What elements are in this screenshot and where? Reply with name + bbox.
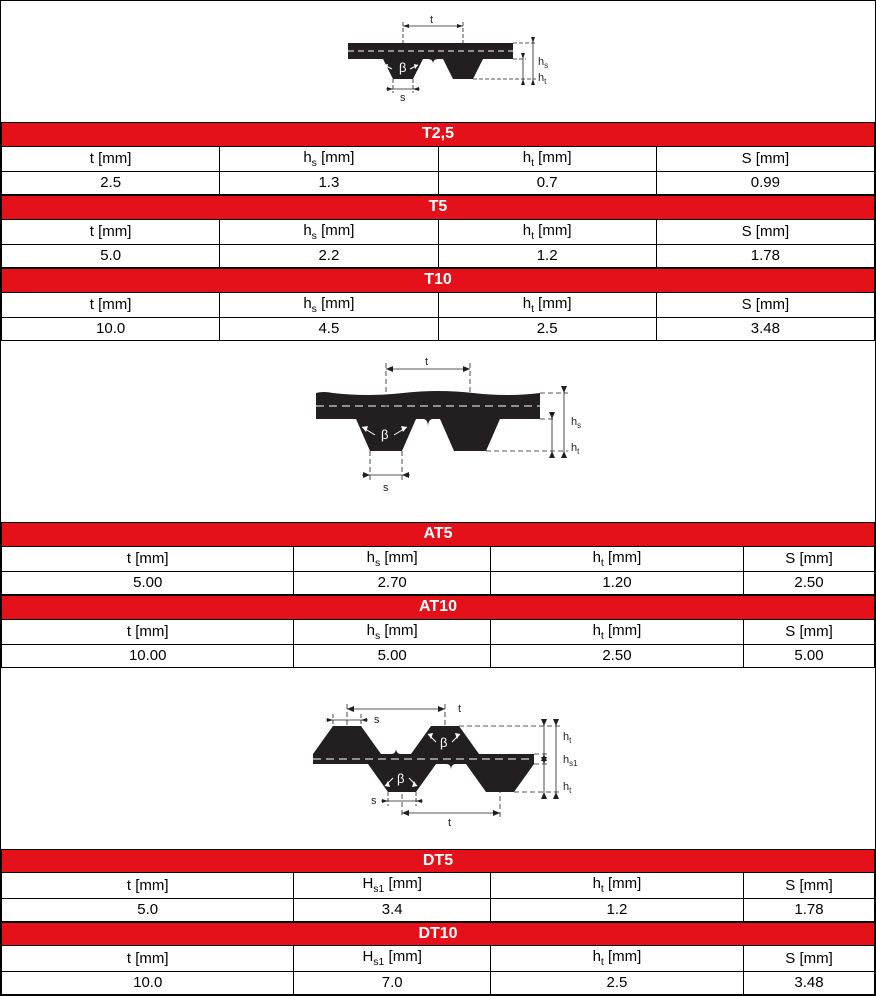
val-t: 2.5 bbox=[2, 172, 220, 195]
table-t10: T10 t [mm] hs [mm] ht [mm] S [mm] 10.04.… bbox=[1, 268, 875, 341]
svg-text:t: t bbox=[448, 817, 451, 829]
col-t: t [mm] bbox=[2, 146, 220, 172]
table-at10: AT10 t [mm] hs [mm] ht [mm] S [mm] 10.00… bbox=[1, 595, 875, 668]
section-header: T2,5 bbox=[2, 123, 875, 147]
svg-text:ht: ht bbox=[571, 442, 580, 456]
section-header: T5 bbox=[2, 195, 875, 219]
svg-text:hs1: hs1 bbox=[563, 754, 578, 768]
svg-text:hs: hs bbox=[571, 416, 581, 430]
section-header: AT5 bbox=[2, 522, 875, 546]
table-t25: T2,5 t [mm] hs [mm] ht [mm] S [mm] 2.5 1… bbox=[1, 122, 875, 195]
s-label: s bbox=[400, 92, 406, 104]
svg-text:s: s bbox=[374, 714, 380, 726]
val-hs: 1.3 bbox=[220, 172, 438, 195]
table-dt5: DT5 t [mm] Hs1 [mm] ht [mm] S [mm] 5.03.… bbox=[1, 849, 875, 922]
svg-text:β: β bbox=[381, 427, 388, 442]
col-S: S [mm] bbox=[656, 146, 874, 172]
section-header: DT5 bbox=[2, 849, 875, 873]
diagram-at-profile: β t hs ht bbox=[1, 341, 875, 522]
val-ht: 0.7 bbox=[438, 172, 656, 195]
section-header: DT10 bbox=[2, 922, 875, 946]
col-hs: hs [mm] bbox=[220, 146, 438, 172]
svg-text:s: s bbox=[371, 795, 377, 807]
svg-text:β: β bbox=[397, 771, 404, 786]
svg-text:hs: hs bbox=[538, 56, 548, 70]
spec-sheet: β t s hs bbox=[0, 0, 876, 996]
beta-label: β bbox=[399, 60, 406, 75]
svg-text:t: t bbox=[425, 356, 428, 368]
svg-text:s: s bbox=[383, 482, 389, 494]
val-S: 0.99 bbox=[656, 172, 874, 195]
section-header: T10 bbox=[2, 268, 875, 292]
diagram-t-profile: β t s hs bbox=[1, 1, 875, 122]
section-header: AT10 bbox=[2, 595, 875, 619]
svg-text:ht: ht bbox=[563, 781, 572, 795]
t-label: t bbox=[430, 14, 433, 26]
table-dt10: DT10 t [mm] Hs1 [mm] ht [mm] S [mm] 10.0… bbox=[1, 922, 875, 995]
table-t5: T5 t [mm] hs [mm] ht [mm] S [mm] 5.02.21… bbox=[1, 195, 875, 268]
svg-text:ht: ht bbox=[563, 731, 572, 745]
svg-text:β: β bbox=[440, 735, 447, 750]
diagram-dt-profile: β β t s s bbox=[1, 668, 875, 849]
col-ht: ht [mm] bbox=[438, 146, 656, 172]
svg-text:t: t bbox=[458, 703, 461, 715]
table-at5: AT5 t [mm] hs [mm] ht [mm] S [mm] 5.002.… bbox=[1, 522, 875, 595]
svg-text:ht: ht bbox=[538, 72, 547, 86]
